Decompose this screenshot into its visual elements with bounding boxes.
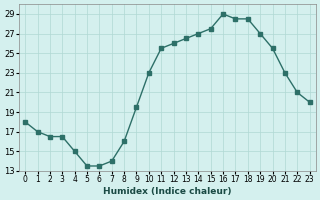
- X-axis label: Humidex (Indice chaleur): Humidex (Indice chaleur): [103, 187, 232, 196]
